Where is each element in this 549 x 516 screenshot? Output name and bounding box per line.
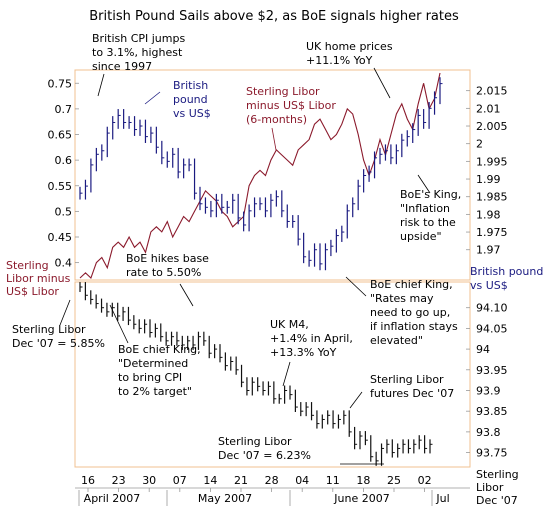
lower-right-tick-label: 93.95	[476, 364, 508, 377]
month-label: Jul	[435, 492, 449, 505]
annotation-libor-623: Sterling Libor Dec '07 = 6.23%	[218, 435, 311, 462]
lower-right-tick-label: 93.75	[476, 447, 508, 460]
lower-right-tick-label: 94.05	[476, 322, 508, 335]
lower-series-label: Sterling Libor Dec '07	[476, 468, 522, 507]
chart-title: British Pound Sails above $2, as BoE sig…	[89, 9, 459, 24]
annotation-king-upside: BoE's King, "Inflation risk to the upsid…	[400, 188, 465, 243]
right-tick-label: 1.975	[476, 226, 508, 239]
lower-right-tick-label: 93.8	[476, 426, 501, 439]
annotation-uk-m4: UK M4, +1.4% in April, +13.3% YoY	[270, 318, 356, 359]
annotation-king-upside-pointer	[417, 174, 431, 194]
annotation-gbp-pointer	[144, 91, 161, 105]
x-tick-label: 11	[326, 474, 340, 487]
left-tick-label: 0.65	[48, 129, 73, 142]
annotation-base-rate: BoE hikes base rate to 5.50%	[126, 252, 212, 279]
annotation-uk-m4-pointer	[282, 361, 291, 387]
upper-plot-frame	[74, 69, 471, 281]
x-axis: 16 23 30 07 14 21 28 04 11 18 25 02 April 2007 May 20…	[78, 474, 450, 506]
lower-right-axis: 94.10 94.05 94 93.95 93.9 93.85 93.8 93.75	[466, 302, 508, 460]
series-sterling-libor-spread	[79, 72, 441, 279]
annotation-king-rates: BoE chief King, "Rates may need to go up…	[370, 278, 461, 347]
lower-right-tick-label: 93.9	[476, 384, 501, 397]
lower-plot-frame	[74, 281, 471, 468]
right-tick-label: 2	[476, 138, 483, 151]
x-tick-label: 28	[265, 474, 279, 487]
annotation-cpi-pointer	[97, 73, 105, 97]
x-tick-label: 30	[142, 474, 156, 487]
annotation-libor-585: Sterling Libor Dec '07 = 5.85%	[12, 323, 105, 350]
left-tick-label: 0.45	[48, 231, 73, 244]
upper-right-axis: 2.015 2.01 2.005 2 1.995 1.99 1.985 1.98 1.975 1.…	[466, 85, 508, 257]
right-tick-label: 2.015	[476, 85, 508, 98]
spread-line	[79, 72, 441, 279]
annotation-king-cpi: BoE chief King, "Determined to bring CPI…	[118, 343, 204, 398]
right-tick-label: 1.98	[476, 208, 501, 221]
x-tick-label: 04	[295, 474, 309, 487]
right-tick-label: 1.995	[476, 155, 508, 168]
x-tick-label: 02	[418, 474, 432, 487]
upper-left-axis: 0.75 0.7 0.65 0.6 0.55 0.5 0.45 0.4	[48, 77, 79, 270]
x-tick-label: 23	[112, 474, 126, 487]
left-tick-label: 0.6	[55, 154, 73, 167]
left-tick-label: 0.75	[48, 77, 73, 90]
left-tick-label: 0.5	[55, 205, 73, 218]
annotation-gbp-label: British pound vs US$	[173, 79, 212, 120]
right-tick-label: 2.01	[476, 102, 501, 115]
series-sterling-libor-futures	[79, 282, 433, 466]
month-label: May 2007	[198, 492, 252, 505]
annotation-king-cpi-pointer	[109, 304, 129, 344]
annotation-spread-label: Sterling Libor minus US$ Libor (6-months…	[246, 85, 339, 126]
annotation-futures-label: Sterling Libor futures Dec '07	[370, 373, 454, 400]
right-tick-label: 1.985	[476, 191, 508, 204]
right-tick-label: 1.97	[476, 244, 501, 257]
right-series-label: British pound vs US$	[470, 265, 547, 292]
left-tick-label: 0.7	[55, 103, 73, 116]
x-tick-label: 16	[81, 474, 95, 487]
right-tick-label: 2.005	[476, 120, 508, 133]
series-british-pound	[79, 77, 443, 271]
lower-right-tick-label: 93.85	[476, 405, 508, 418]
left-tick-label: 0.4	[55, 257, 73, 270]
annotation-cpi: British CPI jumps to 3.1%, highest since…	[92, 32, 189, 73]
x-tick-label: 14	[203, 474, 217, 487]
x-tick-label: 18	[356, 474, 370, 487]
x-tick-label: 25	[387, 474, 401, 487]
lower-right-tick-label: 94	[476, 343, 490, 356]
annotation-spread-pointer	[271, 127, 277, 151]
annotation-libor-585-pointer	[59, 299, 71, 326]
left-tick-label: 0.55	[48, 180, 73, 193]
lower-right-tick-label: 94.10	[476, 302, 508, 315]
month-label: April 2007	[84, 492, 141, 505]
month-label: June 2007	[333, 492, 389, 505]
annotation-home-prices-pointer	[373, 67, 391, 99]
right-tick-label: 1.99	[476, 173, 501, 186]
x-tick-label: 21	[234, 474, 248, 487]
x-tick-label: 07	[173, 474, 187, 487]
left-series-label: Sterling Libor minus US$ Libor	[6, 259, 74, 298]
annotation-home-prices: UK home prices +11.1% YoY	[306, 40, 396, 67]
annotation-king-rates-pointer	[345, 276, 367, 297]
annotation-futures-pointer	[349, 391, 363, 409]
annotation-base-rate-pointer	[179, 283, 194, 307]
